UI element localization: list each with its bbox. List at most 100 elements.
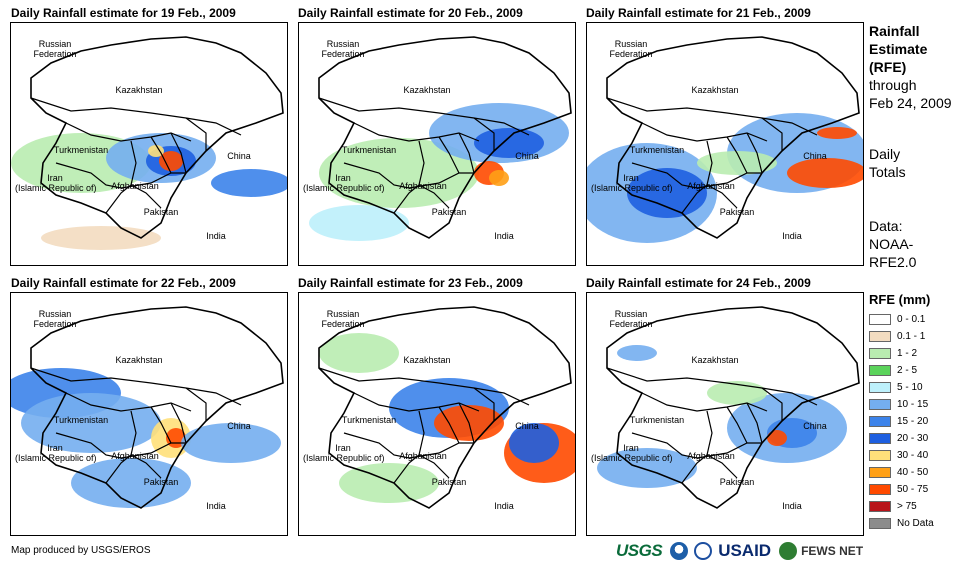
legend-swatch <box>869 518 891 529</box>
map-label-china: China <box>515 421 539 431</box>
usgs-logo: USGS <box>616 541 663 560</box>
rainfall-area <box>159 151 183 171</box>
rainfall-area <box>489 170 509 186</box>
map-label-russia: Russian Federation <box>33 39 77 59</box>
map-label-india: India <box>782 231 802 241</box>
fews-net-logo: FEWS NET <box>801 544 864 558</box>
country-border <box>30 367 242 406</box>
map-label-pakistan: Pakistan <box>143 477 179 487</box>
country-border <box>130 410 137 456</box>
map-label-kazakhstan: Kazakhstan <box>403 355 451 365</box>
legend-label: 40 - 50 <box>897 467 929 478</box>
map-label-pakistan: Pakistan <box>719 207 755 217</box>
legend-item: 0.1 - 1 <box>869 328 925 345</box>
rainfall-area <box>181 423 281 463</box>
panel-title-5: Daily Rainfall estimate for 23 Feb., 200… <box>298 276 523 290</box>
panel-title-6: Daily Rainfall estimate for 24 Feb., 200… <box>586 276 811 290</box>
map-panel-5: Russian Federation Kazakhstan Turkmenistan I… <box>298 292 576 536</box>
map-canvas <box>318 306 575 509</box>
country-border <box>150 406 172 444</box>
map-label-turkmenistan: Turkmenistan <box>341 415 397 425</box>
country-border <box>418 140 425 186</box>
map-panel-6: Russian Federation Kazakhstan Turkmenistan I… <box>586 292 864 536</box>
sidebar-data-line3: RFE2.0 <box>869 254 917 270</box>
country-border <box>130 140 137 186</box>
country-border <box>185 117 207 151</box>
rainfall-area <box>617 345 657 361</box>
legend-label: 30 - 40 <box>897 450 929 461</box>
map-label-iran: Iran (Islamic Republic of) <box>303 173 385 193</box>
country-border <box>353 122 480 142</box>
country-border <box>706 410 713 456</box>
map-label-russia: Russian Federation <box>609 309 653 329</box>
map-label-china: China <box>227 151 251 161</box>
rainfall-area <box>148 145 164 157</box>
map-label-turkmenistan: Turkmenistan <box>53 145 109 155</box>
rainfall-area <box>767 430 787 446</box>
country-border <box>170 132 187 174</box>
map-label-afghanistan: Afghanistan <box>111 181 159 191</box>
map-label-iran: Iran (Islamic Republic of) <box>591 173 673 193</box>
map-label-india: India <box>494 501 514 511</box>
map-label-russia: Russian Federation <box>321 309 365 329</box>
map-label-pakistan: Pakistan <box>431 207 467 217</box>
country-border <box>170 402 187 444</box>
sidebar-totals-line1: Daily <box>869 146 901 162</box>
legend-label: 15 - 20 <box>897 416 929 427</box>
map-label-iran: Iran (Islamic Republic of) <box>303 443 385 463</box>
legend-item: 20 - 30 <box>869 430 928 447</box>
country-border <box>473 117 495 151</box>
sidebar-totals: Daily Totals <box>869 145 906 181</box>
sidebar-title-line3: (RFE) <box>869 59 907 75</box>
legend-item: 2 - 5 <box>869 362 917 379</box>
country-border <box>761 387 783 421</box>
rainfall-area <box>697 151 777 175</box>
sidebar-title-line1: Rainfall <box>869 23 920 39</box>
legend-item: 0 - 0.1 <box>869 311 925 328</box>
legend-swatch <box>869 382 891 393</box>
sidebar-through: through <box>869 77 917 93</box>
legend-swatch <box>869 314 891 325</box>
map-label-china: China <box>803 421 827 431</box>
map-label-russia: Russian Federation <box>33 309 77 329</box>
country-border <box>185 387 207 421</box>
rainfall-area <box>71 458 191 508</box>
map-label-kazakhstan: Kazakhstan <box>403 85 451 95</box>
map-label-afghanistan: Afghanistan <box>111 451 159 461</box>
map-canvas <box>309 36 572 241</box>
country-border <box>746 402 763 444</box>
legend-swatch <box>869 467 891 478</box>
rainfall-area <box>817 127 857 139</box>
map-panel-1: Russian Federation Kazakhstan Turkmenistan I… <box>10 22 288 266</box>
rainfall-area <box>787 158 863 188</box>
map-label-turkmenistan: Turkmenistan <box>629 415 685 425</box>
map-panel-2: Russian Federation Kazakhstan Turkmenistan I… <box>298 22 576 266</box>
sidebar-data-line2: NOAA- <box>869 236 914 252</box>
rainfall-area <box>41 226 161 250</box>
legend-label: 5 - 10 <box>897 382 923 393</box>
country-border <box>726 406 748 444</box>
map-label-china: China <box>227 421 251 431</box>
map-canvas <box>597 306 860 509</box>
fews-globe-icon <box>779 542 798 560</box>
legend-swatch <box>869 450 891 461</box>
country-border <box>418 410 425 456</box>
legend-label: > 75 <box>897 501 917 512</box>
country-border <box>706 140 713 186</box>
map-label-kazakhstan: Kazakhstan <box>115 355 163 365</box>
legend-title: RFE (mm) <box>869 292 931 307</box>
legend-item: 5 - 10 <box>869 379 923 396</box>
map-label-afghanistan: Afghanistan <box>399 181 447 191</box>
country-border <box>438 406 460 444</box>
legend-swatch <box>869 331 891 342</box>
legend-label: 20 - 30 <box>897 433 929 444</box>
map-label-afghanistan: Afghanistan <box>687 181 735 191</box>
map-label-iran: Iran (Islamic Republic of) <box>15 173 97 193</box>
legend-label: 0 - 0.1 <box>897 314 926 325</box>
map-label-pakistan: Pakistan <box>143 207 179 217</box>
map-label-turkmenistan: Turkmenistan <box>341 145 397 155</box>
map-panel-3: Russian Federation Kazakhstan Turkmenistan I… <box>586 22 864 266</box>
legend-item: > 75 <box>869 498 917 515</box>
map-label-kazakhstan: Kazakhstan <box>115 85 163 95</box>
legend-item: 50 - 75 <box>869 481 928 498</box>
